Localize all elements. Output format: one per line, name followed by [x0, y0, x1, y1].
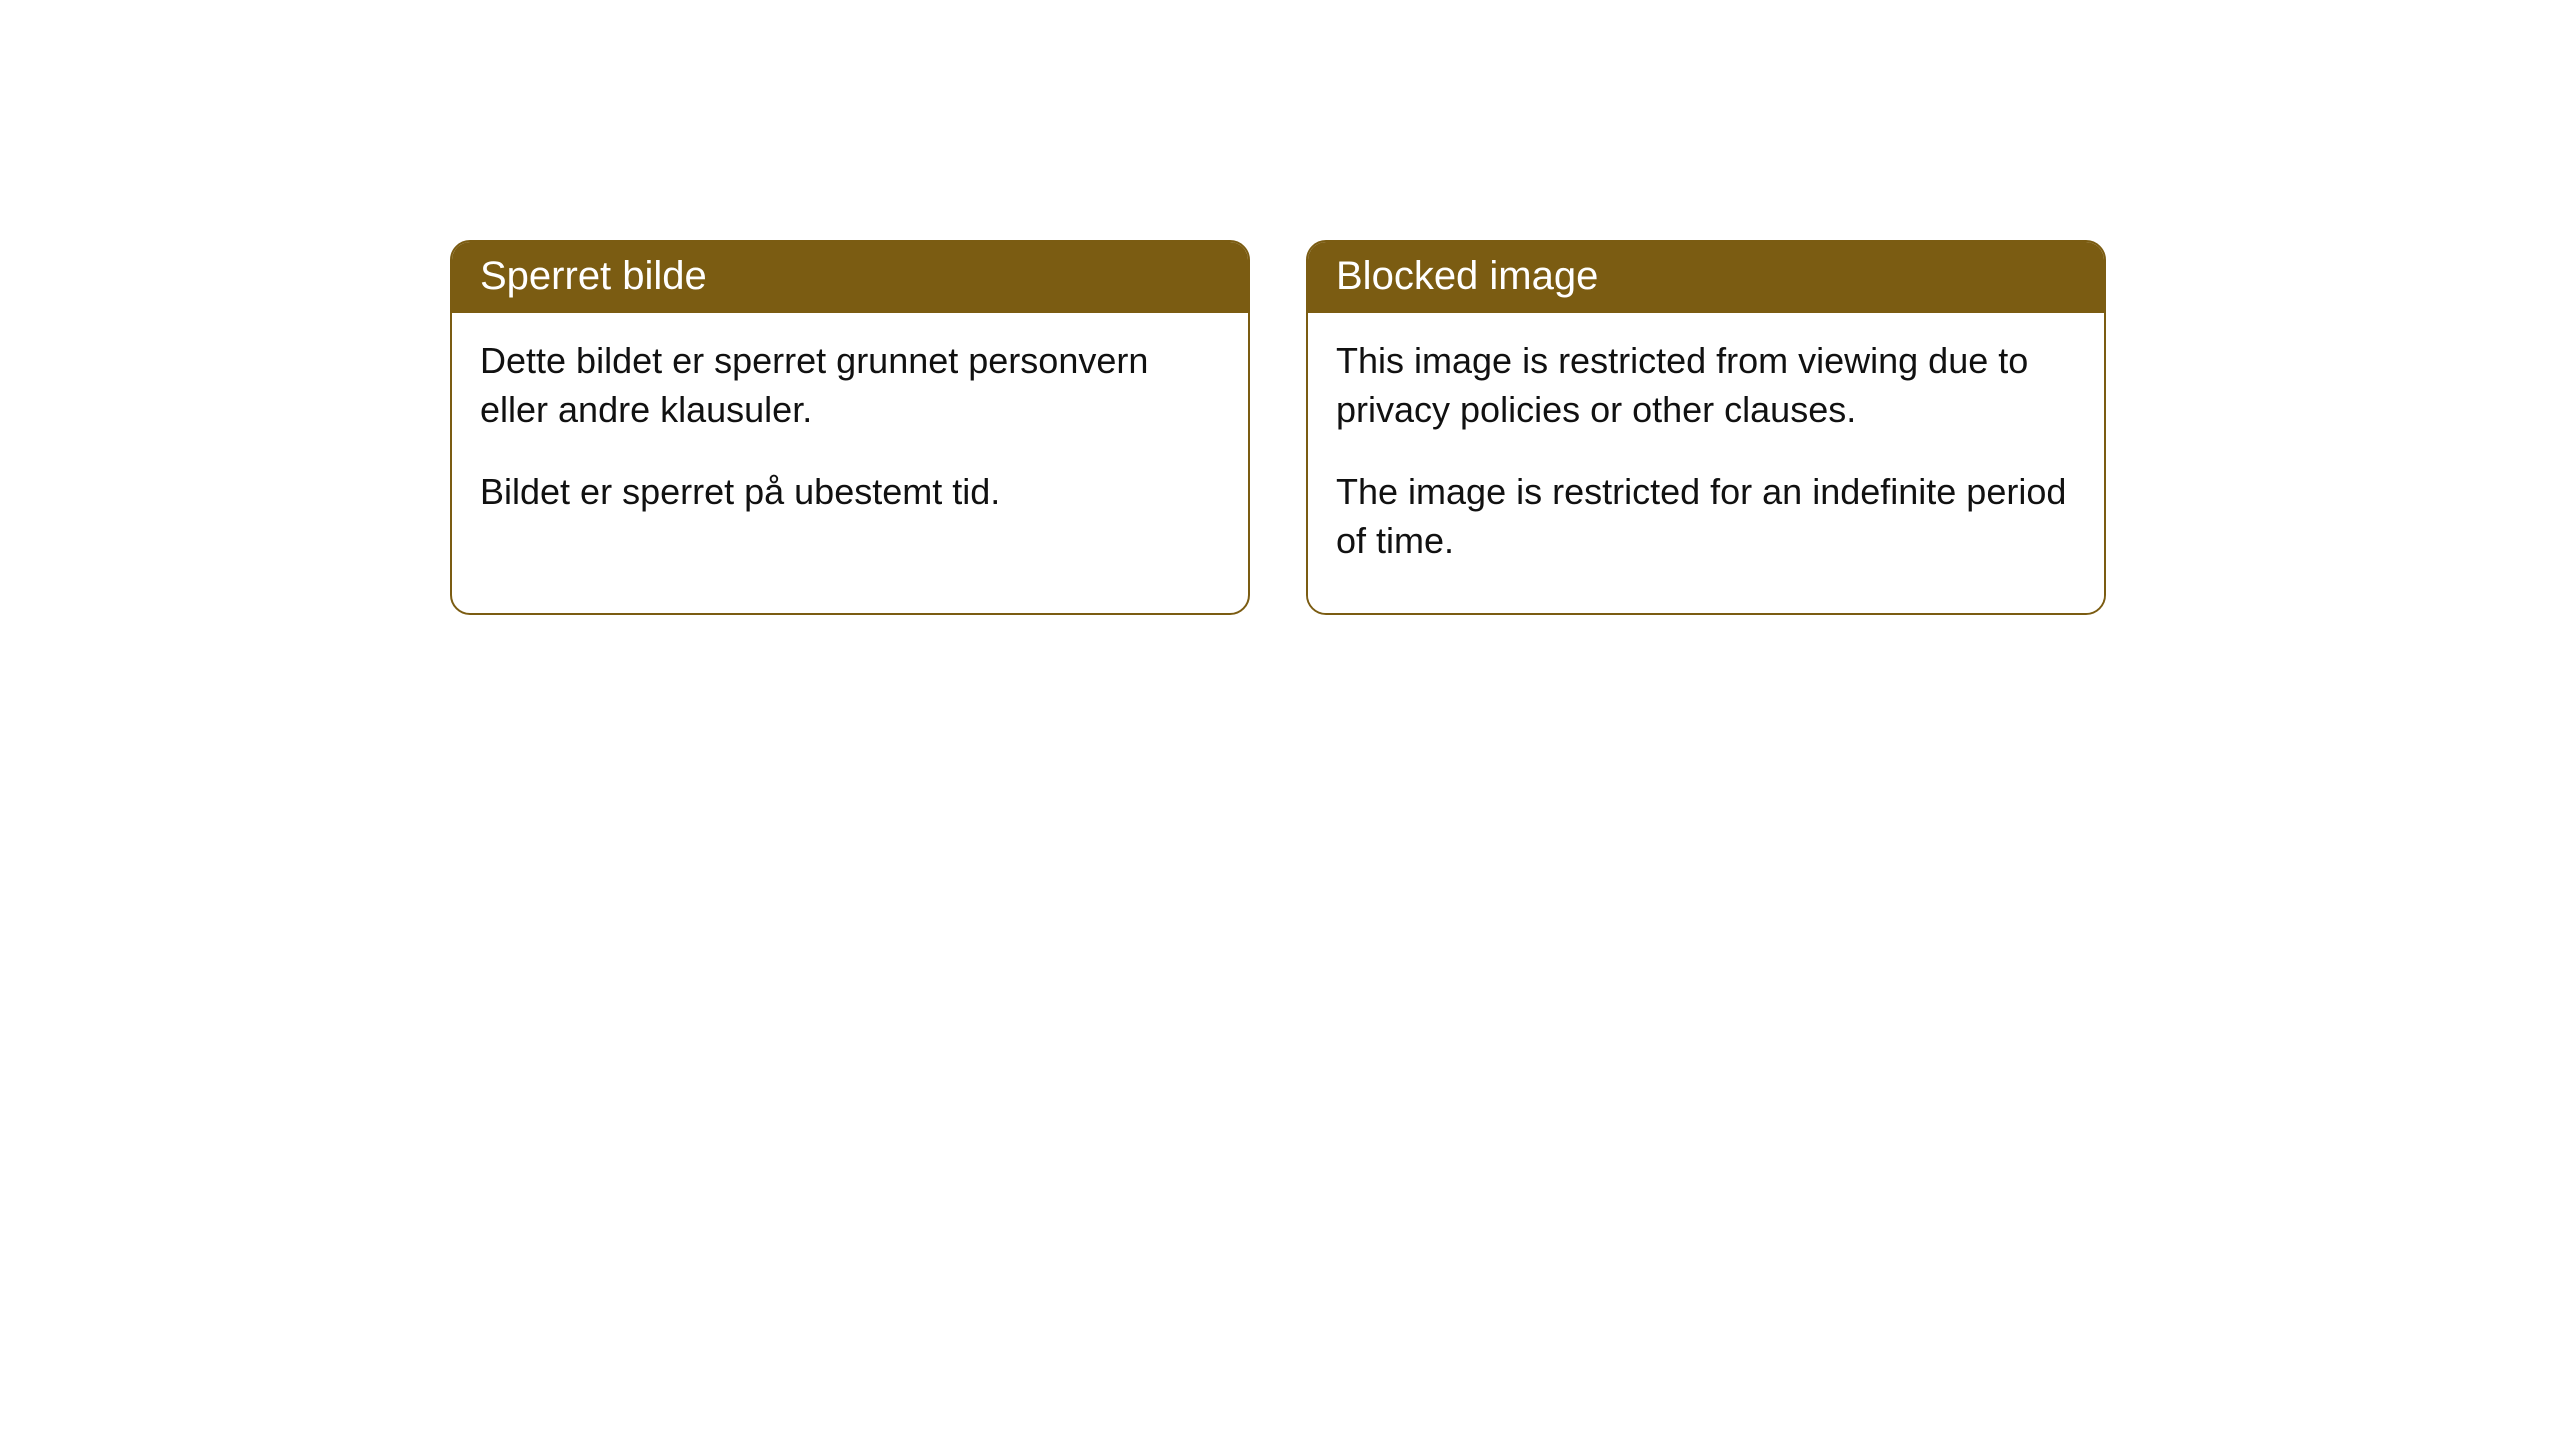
- card-body-no: Dette bildet er sperret grunnet personve…: [452, 313, 1248, 565]
- card-header-en: Blocked image: [1308, 242, 2104, 313]
- card-body-en: This image is restricted from viewing du…: [1308, 313, 2104, 613]
- card-header-no: Sperret bilde: [452, 242, 1248, 313]
- card-paragraph: Bildet er sperret på ubestemt tid.: [480, 468, 1220, 517]
- card-paragraph: The image is restricted for an indefinit…: [1336, 468, 2076, 565]
- card-paragraph: This image is restricted from viewing du…: [1336, 337, 2076, 434]
- card-paragraph: Dette bildet er sperret grunnet personve…: [480, 337, 1220, 434]
- blocked-image-card-en: Blocked image This image is restricted f…: [1306, 240, 2106, 615]
- notice-cards-container: Sperret bilde Dette bildet er sperret gr…: [0, 0, 2560, 615]
- blocked-image-card-no: Sperret bilde Dette bildet er sperret gr…: [450, 240, 1250, 615]
